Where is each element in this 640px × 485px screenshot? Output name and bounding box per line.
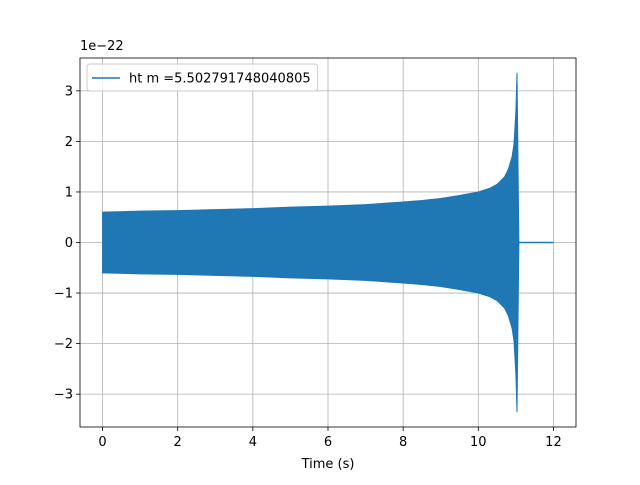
- x-tick-label: 10: [470, 435, 487, 450]
- x-tick-label: 6: [324, 435, 332, 450]
- x-tick-label: 4: [249, 435, 257, 450]
- y-tick-label: −1: [54, 287, 73, 302]
- legend-label: ht m =5.502791748040805: [129, 72, 311, 87]
- x-tick-label: 0: [98, 435, 106, 450]
- y-tick-label: 0: [65, 236, 73, 251]
- y-tick-label: −3: [54, 388, 73, 403]
- y-tick-label: 2: [65, 135, 73, 150]
- series-waveform: [102, 72, 520, 413]
- y-tick-label: −2: [54, 337, 73, 352]
- x-tick-label: 2: [174, 435, 182, 450]
- legend-box: [86, 63, 319, 92]
- x-tick-label: 8: [399, 435, 407, 450]
- x-axis-label: Time (s): [301, 457, 355, 472]
- legend: ht m =5.502791748040805: [86, 63, 319, 92]
- y-tick-label: 1: [65, 185, 73, 200]
- y-tick-label: 3: [65, 84, 73, 99]
- y-offset-label: 1e−22: [80, 39, 124, 54]
- x-tick-label: 12: [545, 435, 562, 450]
